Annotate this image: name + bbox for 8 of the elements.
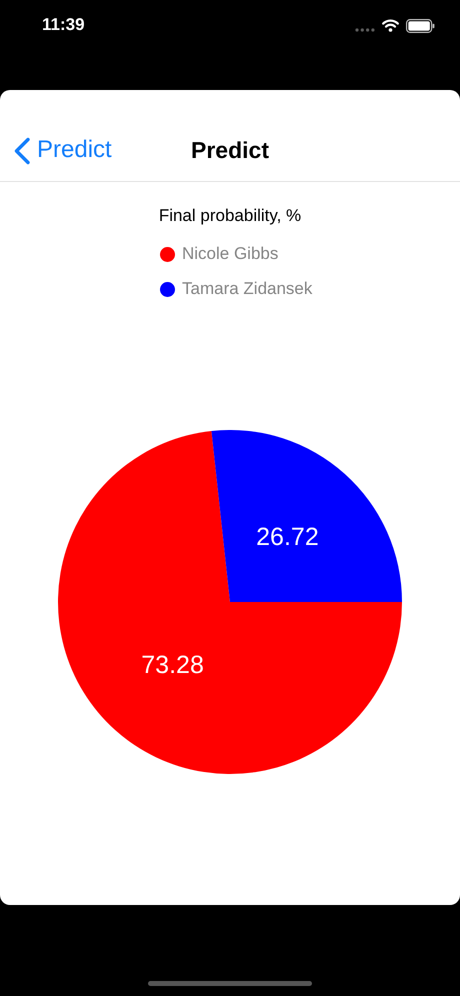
text: 11:39	[42, 14, 85, 36]
legend-label: Tamara Zidansek	[182, 279, 312, 299]
data-label: 26.72	[256, 522, 319, 551]
chart-title: Final probability, %	[158, 206, 302, 226]
legend-label: Nicole Gibbs	[182, 244, 278, 264]
text: Predict	[190, 136, 270, 164]
data-label: 73.28	[141, 650, 204, 679]
text: Predict	[37, 136, 112, 164]
